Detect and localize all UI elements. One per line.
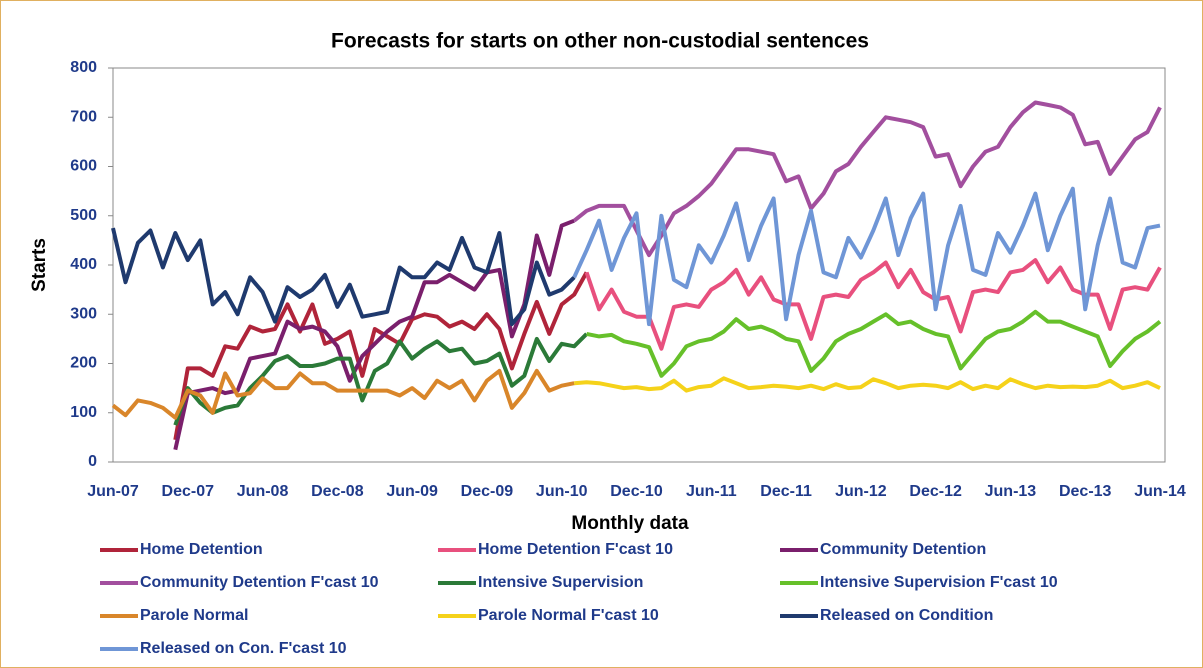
legend-label: Community Detention F'cast 10 <box>140 574 379 591</box>
legend-label: Parole Normal <box>140 607 248 624</box>
legend-label: Home Detention F'cast 10 <box>478 541 673 558</box>
y-tick-label: 700 <box>70 108 97 125</box>
y-tick-label: 100 <box>70 404 97 421</box>
series-line <box>572 186 1161 327</box>
x-tick-label: Dec-11 <box>760 483 812 500</box>
y-tick-label: 600 <box>70 158 97 175</box>
x-tick-label: Jun-13 <box>985 483 1037 500</box>
series-line <box>572 100 1162 258</box>
y-tick-label: 400 <box>70 256 97 273</box>
x-tick-label: Dec-09 <box>461 483 514 500</box>
y-tick-label: 200 <box>70 355 97 372</box>
x-axis-title: Monthly data <box>571 513 689 534</box>
legend-label: Intensive Supervision <box>478 574 643 591</box>
y-tick-label: 0 <box>88 453 97 470</box>
x-tick-label: Dec-08 <box>311 483 364 500</box>
x-tick-label: Jun-09 <box>386 483 438 500</box>
series-line <box>584 258 1162 351</box>
chart-title: Forecasts for starts on other non-custod… <box>331 30 869 53</box>
series-line <box>173 218 575 451</box>
x-tick-label: Jun-10 <box>536 483 588 500</box>
x-tick-label: Dec-10 <box>610 483 663 500</box>
series-line <box>111 368 575 420</box>
x-tick-label: Jun-07 <box>87 483 139 500</box>
legend-label: Home Detention <box>140 541 263 558</box>
x-tick-label: Dec-13 <box>1059 483 1112 500</box>
y-tick-label: 500 <box>70 207 97 224</box>
legend-label: Released on Condition <box>820 607 993 624</box>
legend-label: Parole Normal F'cast 10 <box>478 607 659 624</box>
x-tick-label: Jun-12 <box>835 483 887 500</box>
x-tick-label: Dec-12 <box>909 483 962 500</box>
x-tick-label: Jun-08 <box>237 483 289 500</box>
series-line <box>173 271 589 441</box>
x-tick-label: Jun-11 <box>686 483 737 500</box>
series-line <box>586 309 1162 378</box>
legend-label: Intensive Supervision F'cast 10 <box>820 574 1058 591</box>
series-line <box>574 376 1161 393</box>
y-axis-title: Starts <box>29 238 50 292</box>
x-tick-label: Dec-07 <box>162 483 215 500</box>
y-tick-label: 800 <box>70 59 97 76</box>
legend-label: Community Detention <box>820 541 986 558</box>
y-tick-label: 300 <box>70 305 97 322</box>
series-line <box>111 227 576 327</box>
x-tick-label: Jun-14 <box>1134 483 1186 500</box>
legend-label: Released on Con. F'cast 10 <box>140 640 347 657</box>
series-line <box>173 332 589 426</box>
